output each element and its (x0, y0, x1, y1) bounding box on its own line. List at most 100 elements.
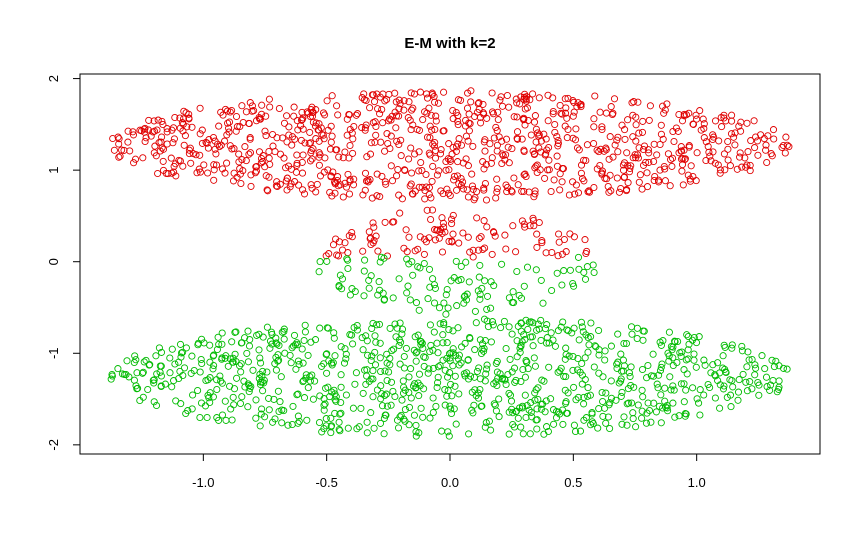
cluster-1-point (557, 109, 565, 117)
cluster-2-point (213, 385, 221, 394)
cluster-1-point (707, 157, 715, 165)
cluster-1-point (176, 114, 184, 122)
cluster-1-point (685, 142, 693, 150)
cluster-2-point (372, 338, 380, 346)
cluster-2-point (194, 386, 202, 395)
cluster-2-point (410, 411, 418, 419)
cluster-2-point (309, 395, 317, 403)
cluster-1-point (323, 97, 331, 105)
cluster-2-point (357, 404, 365, 412)
cluster-1-point (293, 161, 301, 169)
cluster-1-point (392, 112, 401, 120)
cluster-2-point (509, 420, 517, 429)
cluster-1-point (502, 135, 511, 143)
cluster-1-point (763, 158, 771, 167)
cluster-2-point (500, 317, 508, 325)
cluster-2-point (166, 369, 174, 377)
cluster-2-point (520, 282, 528, 290)
cluster-2-point (684, 355, 692, 363)
cluster-1-point (180, 141, 188, 149)
cluster-1-point (536, 166, 544, 174)
cluster-2-point (716, 381, 724, 389)
cluster-2-point (442, 310, 450, 318)
cluster-1-point (247, 171, 255, 179)
cluster-1-point (345, 154, 353, 162)
cluster-2-point (599, 412, 607, 420)
cluster-1-point (516, 100, 524, 108)
cluster-1-point (349, 135, 357, 143)
cluster-1-point (493, 175, 501, 183)
cluster-2-point (387, 401, 395, 409)
cluster-1-point (556, 101, 564, 109)
cluster-1-point (724, 137, 732, 146)
cluster-2-point (142, 356, 150, 364)
cluster-2-point (509, 288, 517, 296)
cluster-2-point (657, 363, 665, 371)
cluster-2-point (523, 358, 531, 366)
cluster-1-point (367, 139, 375, 147)
cluster-2-point (348, 331, 356, 339)
cluster-1-point (493, 184, 501, 193)
cluster-1-point (623, 149, 631, 157)
cluster-2-point (353, 425, 361, 433)
cluster-1-point (163, 128, 171, 136)
cluster-1-point (715, 137, 723, 145)
cluster-1-point (445, 166, 453, 174)
cluster-1-point (407, 89, 415, 97)
cluster-2-point (618, 388, 626, 396)
cluster-2-point (265, 406, 273, 414)
cluster-2-point (171, 360, 179, 368)
cluster-1-point (488, 250, 496, 258)
cluster-1-point (565, 191, 573, 199)
cluster-2-point (198, 359, 206, 368)
cluster-1-point (679, 181, 687, 189)
cluster-1-point (474, 100, 482, 108)
cluster-2-point (554, 368, 562, 376)
cluster-2-point (471, 307, 479, 315)
cluster-2-point (213, 376, 221, 384)
cluster-2-point (301, 328, 309, 336)
cluster-2-point (533, 405, 541, 413)
cluster-2-point (566, 266, 574, 274)
cluster-2-point (450, 405, 458, 413)
cluster-1-point (129, 131, 138, 139)
cluster-1-point (661, 165, 669, 173)
cluster-2-point (258, 372, 266, 380)
cluster-2-point (465, 278, 473, 286)
cluster-2-point (548, 286, 556, 295)
cluster-1-point (597, 145, 605, 153)
cluster-1-point (531, 112, 539, 120)
cluster-2-point (130, 376, 138, 384)
cluster-2-point (226, 355, 234, 363)
cluster-2-point (474, 287, 482, 295)
cluster-2-point (444, 428, 452, 436)
cluster-1-point (378, 172, 386, 180)
cluster-2-point (330, 329, 338, 337)
cluster-1-point (378, 105, 386, 114)
cluster-1-point (503, 91, 511, 100)
cluster-1-point (345, 232, 353, 240)
cluster-2-point (348, 285, 356, 293)
cluster-2-point (607, 394, 616, 402)
cluster-1-point (362, 177, 371, 185)
cluster-1-point (246, 149, 255, 157)
cluster-1-point (575, 146, 583, 154)
cluster-1-point (731, 141, 739, 149)
cluster-1-point (444, 189, 453, 197)
cluster-1-point (617, 184, 625, 193)
cluster-1-point (170, 135, 178, 143)
cluster-1-point (306, 139, 315, 147)
cluster-2-point (478, 284, 486, 292)
cluster-2-point (711, 371, 719, 379)
cluster-1-point (635, 144, 643, 152)
cluster-1-point (349, 149, 357, 157)
cluster-2-point (206, 358, 214, 366)
cluster-2-point (107, 375, 115, 383)
cluster-1-point (510, 113, 518, 121)
cluster-2-point (364, 351, 372, 359)
cluster-1-point (538, 237, 546, 245)
cluster-2-point (627, 363, 635, 371)
cluster-1-point (538, 239, 546, 247)
cluster-1-point (334, 111, 342, 119)
